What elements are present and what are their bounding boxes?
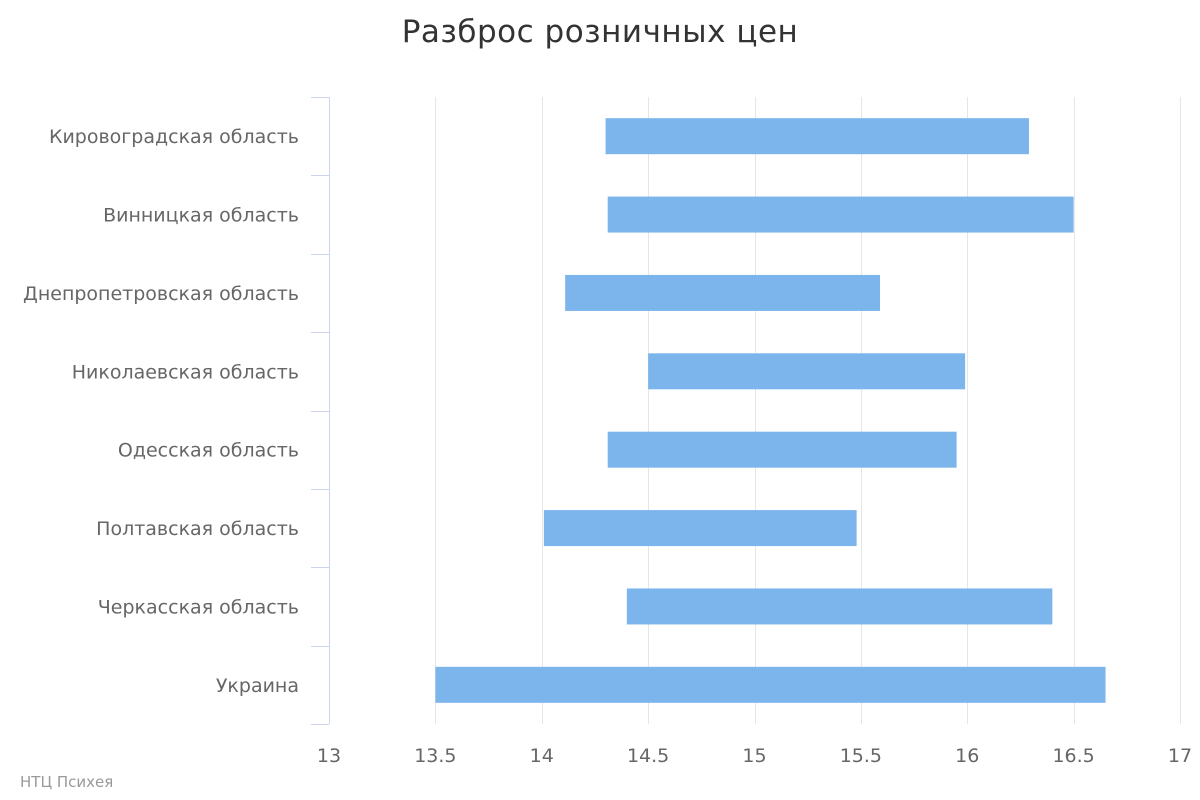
range-bar — [565, 274, 881, 311]
range-bar — [543, 510, 857, 547]
range-bar — [435, 666, 1106, 703]
x-tick-label: 16.5 — [1052, 745, 1094, 767]
x-tick-label: 13.5 — [414, 745, 456, 767]
range-bar — [607, 431, 957, 468]
chart-title: Разброс розничных цен — [401, 14, 799, 50]
category-label: Украина — [216, 675, 299, 697]
x-tick-label: 15 — [742, 745, 766, 767]
credits-label[interactable]: НТЦ Психея — [20, 773, 114, 791]
x-tick-label: 14 — [530, 745, 554, 767]
range-bar — [648, 353, 966, 390]
range-bar — [607, 196, 1074, 233]
x-tick-label: 13 — [317, 745, 341, 767]
category-label: Полтавская область — [96, 518, 299, 540]
x-tick-label: 14.5 — [627, 745, 669, 767]
category-label: Одесская область — [118, 440, 299, 462]
x-tick-label: 16 — [955, 745, 979, 767]
range-bar — [605, 118, 1029, 155]
category-label: Кировоградская область — [49, 126, 299, 148]
category-label: Николаевская область — [72, 361, 299, 383]
category-label: Винницкая область — [103, 205, 299, 227]
x-tick-label: 15.5 — [840, 745, 882, 767]
category-label: Днепропетровская область — [23, 283, 299, 305]
range-bar — [626, 588, 1053, 625]
category-label: Черкасская область — [98, 596, 299, 618]
x-tick-label: 17 — [1168, 745, 1192, 767]
